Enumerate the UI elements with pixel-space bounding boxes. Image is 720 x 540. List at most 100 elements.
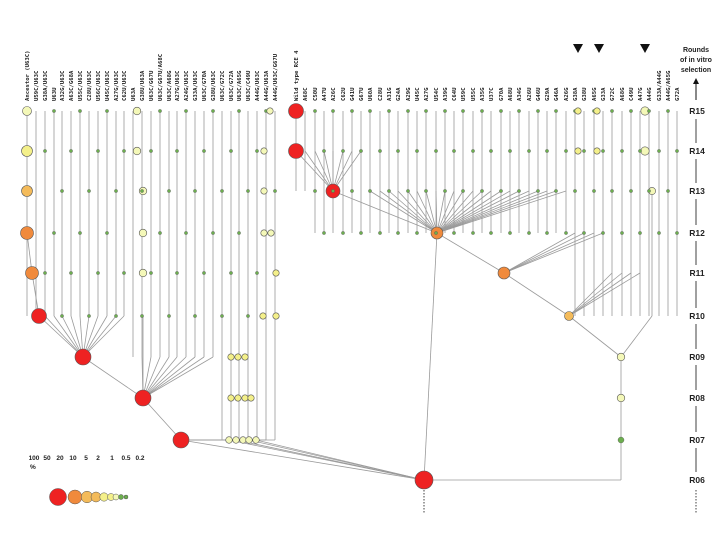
frequency-node (225, 436, 233, 444)
frequency-node (378, 149, 382, 153)
frequency-node (134, 389, 152, 407)
frequency-node (96, 271, 100, 275)
column-header-left: U56C/U63C (96, 71, 102, 101)
branch-line (369, 190, 438, 234)
frequency-node (499, 109, 503, 113)
column-header-left: A63C/G68A (69, 70, 75, 101)
column-header-right: G72A (675, 87, 681, 101)
frequency-node (638, 231, 642, 235)
frequency-node (227, 353, 235, 361)
frequency-node (396, 149, 400, 153)
frequency-node (414, 470, 434, 490)
frequency-node (387, 109, 391, 113)
legend-swatch (90, 491, 102, 503)
frequency-node (288, 143, 304, 159)
column-header-left: A27G/U63C (175, 71, 181, 101)
column-header-right: A68G (620, 87, 626, 101)
column-header-right: U60A (368, 87, 374, 101)
frequency-node (246, 189, 250, 193)
branch-line (379, 190, 438, 234)
frequency-node (527, 149, 531, 153)
frequency-node (175, 149, 179, 153)
frequency-node (574, 147, 582, 155)
frequency-node (167, 189, 171, 193)
frequency-node (252, 436, 260, 444)
branch-line (295, 150, 334, 192)
round-label: R14 (689, 146, 705, 156)
frequency-node (193, 314, 197, 318)
column-header-right: A26G (564, 87, 570, 101)
frequency-node (322, 149, 326, 153)
branch-line (82, 315, 125, 358)
column-header-right: U37C (489, 88, 495, 101)
frequency-node (273, 189, 277, 193)
frequency-node (640, 146, 650, 156)
column-header-left: G33A/U63C (193, 71, 199, 101)
branch-line (416, 190, 438, 234)
frequency-node (266, 107, 274, 115)
frequency-node (272, 312, 280, 320)
frequency-node (620, 149, 624, 153)
branch-line (255, 439, 425, 481)
frequency-node (601, 149, 605, 153)
column-header-right: A47U (322, 87, 328, 101)
down-triangle-icon (594, 44, 604, 53)
frequency-node (368, 109, 372, 113)
frequency-node (245, 436, 253, 444)
branch-line (397, 190, 438, 234)
branch-line (436, 232, 505, 274)
branch-line (503, 232, 585, 274)
frequency-node (508, 231, 512, 235)
frequency-node (237, 109, 241, 113)
branch-line (436, 190, 567, 234)
frequency-node (267, 229, 275, 237)
column-header-left: U63C/G70A (202, 70, 208, 101)
branch-line (332, 150, 353, 192)
column-header-right: G33A (601, 87, 607, 101)
frequency-node (21, 185, 33, 197)
branch-line (568, 272, 623, 317)
column-header-right: C28U (378, 87, 384, 101)
column-header-left: C62U/U63C (122, 71, 128, 101)
branch-line (620, 315, 653, 358)
branch-line (436, 190, 492, 234)
frequency-node (564, 231, 568, 235)
frequency-node (489, 149, 493, 153)
frequency-node (184, 231, 188, 235)
frequency-node (461, 109, 465, 113)
branch-line (436, 190, 474, 234)
legend-value: 20 (56, 455, 64, 462)
column-header-right: G29A (545, 87, 551, 101)
frequency-node (610, 109, 614, 113)
column-header-left: U63C/G72A (229, 70, 235, 101)
round-label: R06 (689, 475, 705, 485)
legend-swatch (112, 493, 120, 501)
frequency-node (229, 271, 233, 275)
frequency-node (260, 229, 268, 237)
round-label: R08 (689, 393, 705, 403)
column-header-right: C50U (313, 87, 319, 101)
column-header-left: G38A/U63C (43, 71, 49, 101)
frequency-node (202, 271, 206, 275)
column-header-left: U55C/U63C (78, 71, 84, 101)
frequency-node (105, 109, 109, 113)
frequency-node (158, 109, 162, 113)
frequency-node (288, 103, 304, 119)
frequency-node (480, 189, 484, 193)
branch-line (142, 356, 205, 399)
frequency-node (666, 109, 670, 113)
frequency-node (247, 394, 255, 402)
frequency-node (96, 149, 100, 153)
frequency-node (545, 231, 549, 235)
column-header-left: U63U (52, 87, 58, 101)
legend-swatch (67, 489, 83, 505)
column-header-left: U63C/G67U (149, 70, 155, 101)
column-header-right: A31G (387, 87, 393, 101)
column-header-right: A35G (480, 87, 486, 101)
frequency-node (138, 228, 148, 238)
frequency-node (331, 189, 335, 193)
branch-line (436, 190, 520, 234)
column-header-left: C28U/U63C (87, 71, 93, 101)
legend-value: 0.2 (135, 455, 144, 462)
column-header-right: G24A (396, 87, 402, 101)
